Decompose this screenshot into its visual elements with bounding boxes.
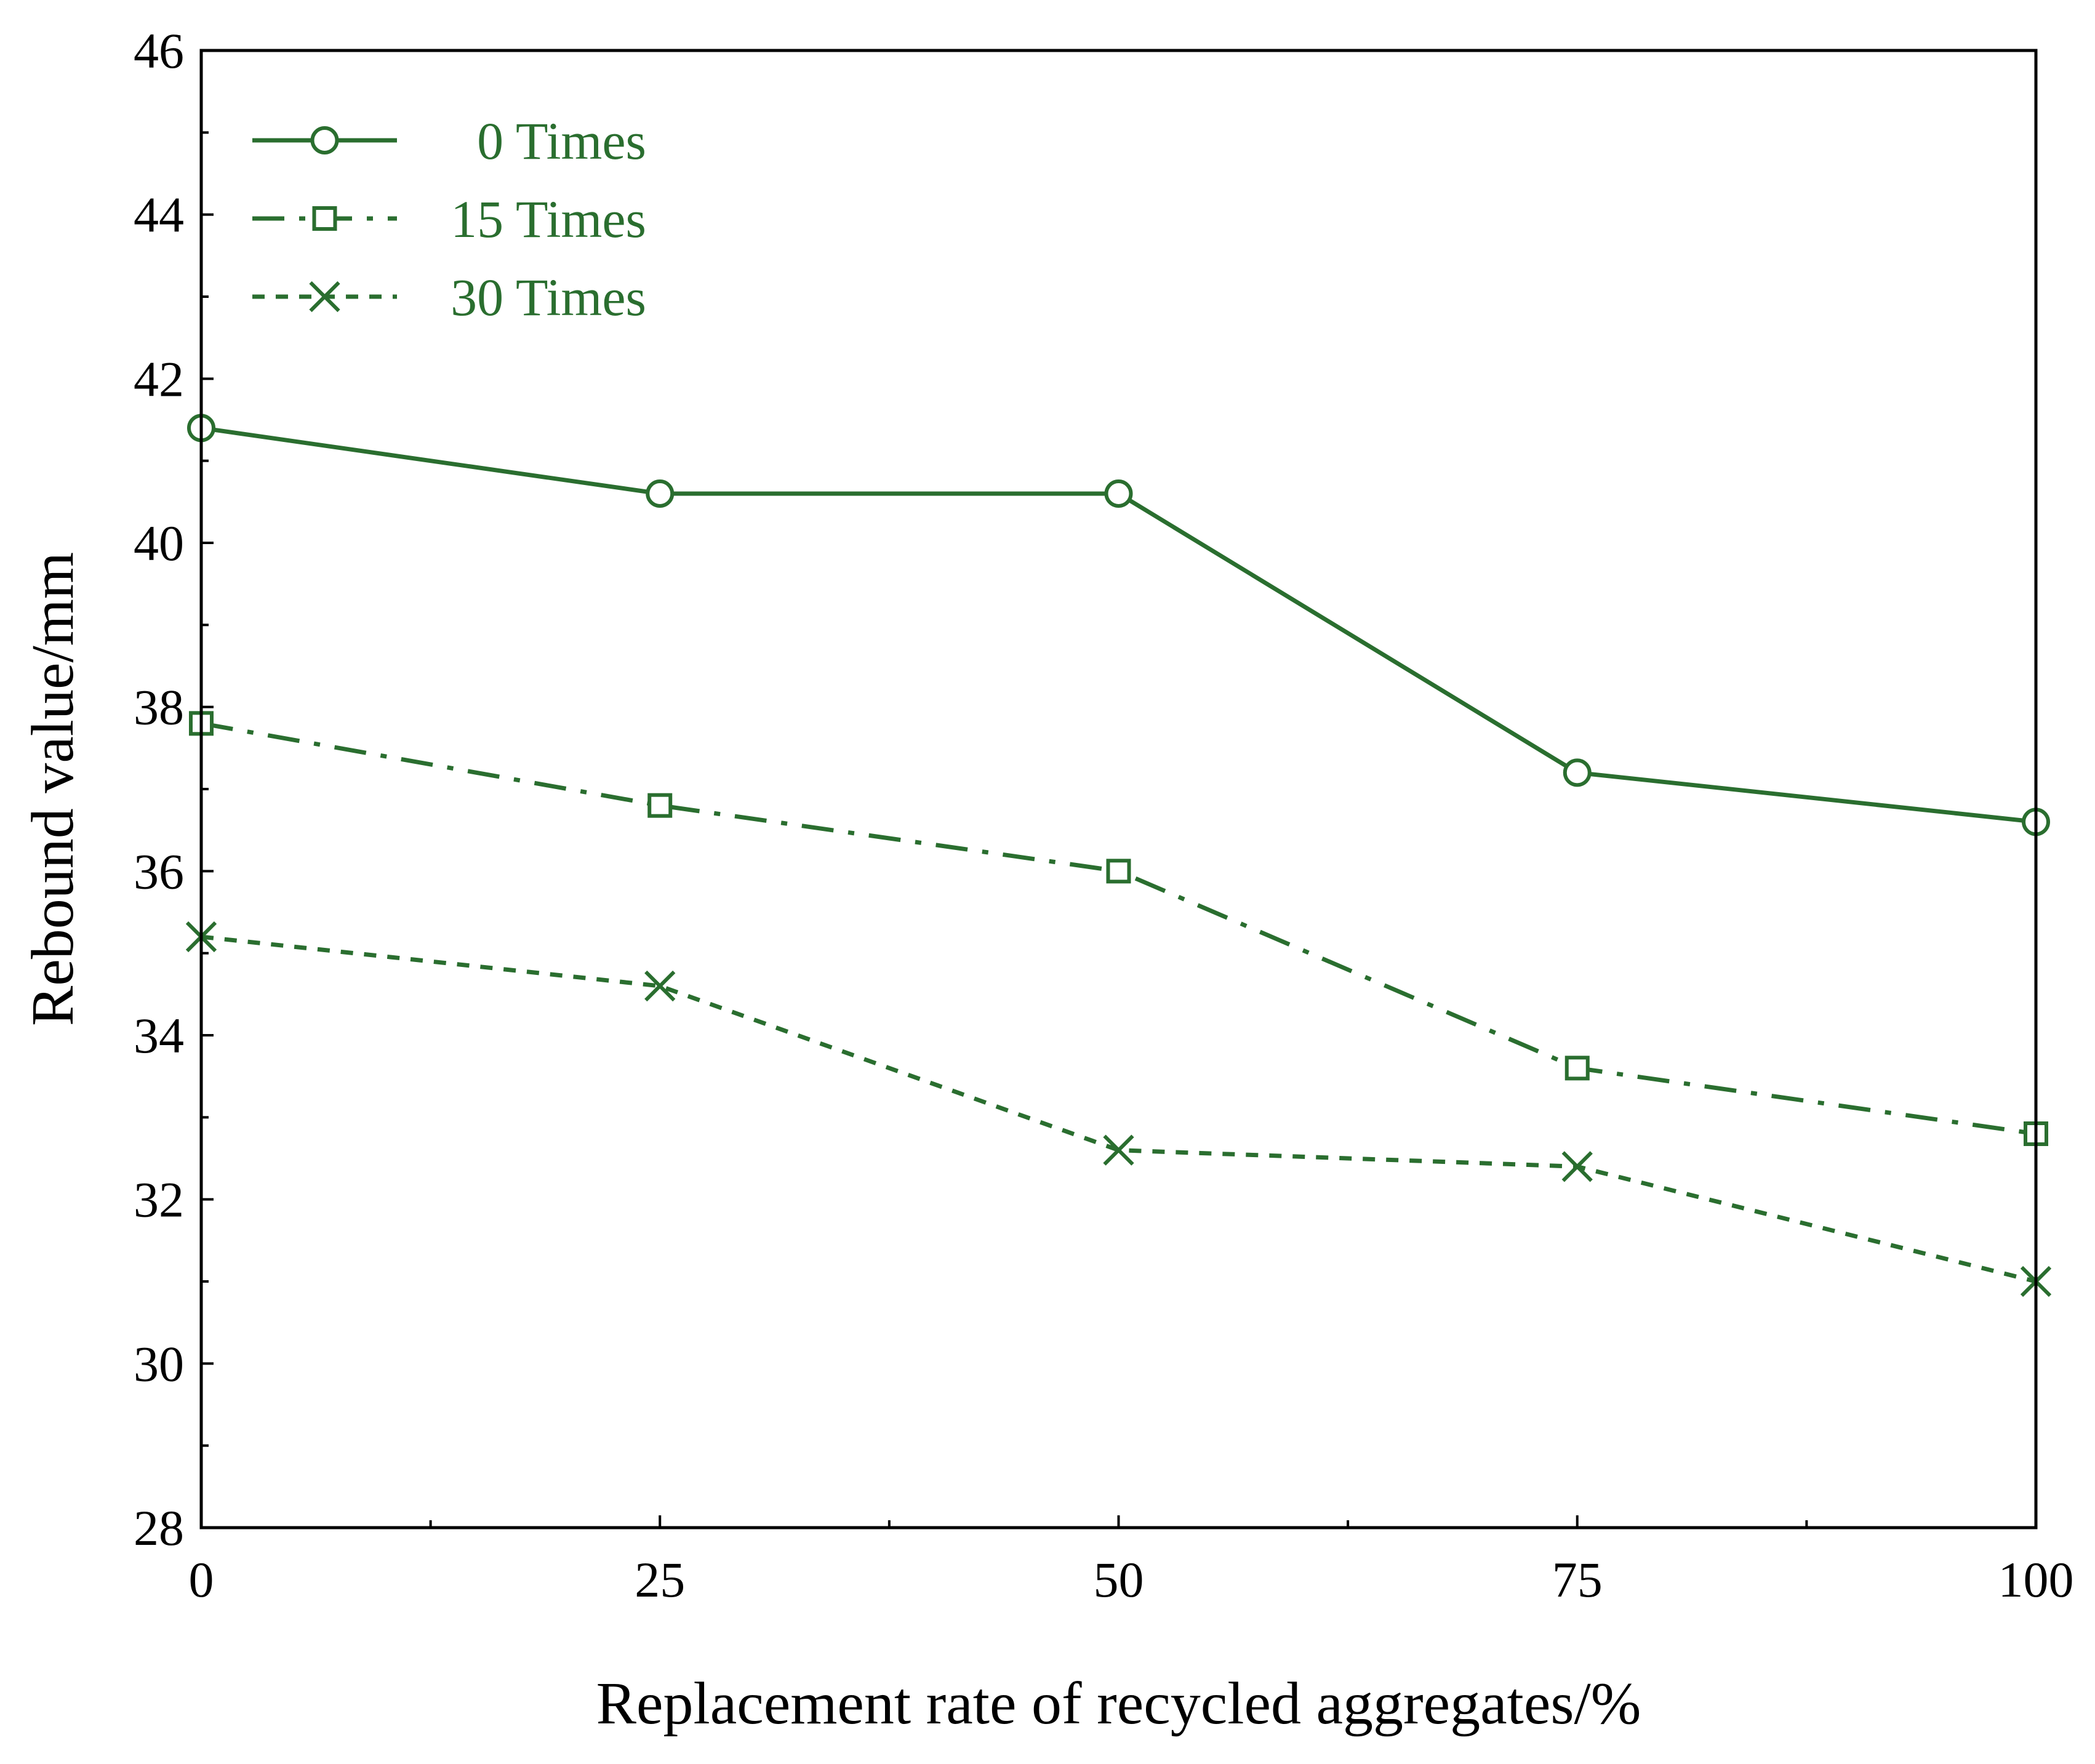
x-tick-label: 25 xyxy=(635,1552,685,1608)
y-tick-label: 32 xyxy=(134,1172,184,1228)
legend-marker-0-times xyxy=(310,126,339,154)
y-tick-label: 42 xyxy=(134,351,184,407)
data-point-30-times xyxy=(1103,1134,1134,1166)
data-point-15-times xyxy=(647,793,673,818)
y-axis-title: Rebound value/mm xyxy=(20,552,86,1026)
y-tick-label: 46 xyxy=(134,23,184,79)
data-point-30-times xyxy=(1561,1151,1593,1182)
data-point-0-times xyxy=(1104,479,1133,508)
y-tick-label: 28 xyxy=(134,1500,184,1556)
y-tick-label: 38 xyxy=(134,680,184,736)
y-tick-label: 40 xyxy=(134,515,184,571)
axis-ticks: 28 30 32 34 36 38 40 42 44 46 0 25 50 75 100 xyxy=(134,23,2074,1608)
data-point-15-times xyxy=(1564,1056,1590,1081)
legend-marker-15-times xyxy=(312,206,337,231)
x-tick-label: 75 xyxy=(1552,1552,1603,1608)
x-marker-stroke xyxy=(309,281,340,313)
legend: 0 Times 15 Times 30 Times xyxy=(252,111,646,327)
x-marker-stroke xyxy=(1561,1151,1593,1182)
series-line-15-times xyxy=(201,721,2037,1136)
x-marker-stroke xyxy=(644,970,676,1002)
series-line-30-times xyxy=(201,934,2037,1284)
plot-area xyxy=(185,414,2052,1297)
data-point-0-times xyxy=(646,479,675,508)
x-axis-title: Replacement rate of recycled aggregates/… xyxy=(596,1670,1641,1737)
x-tick-label: 50 xyxy=(1094,1552,1144,1608)
y-tick-label: 44 xyxy=(134,187,184,243)
data-point-30-times xyxy=(644,970,676,1002)
x-marker-stroke xyxy=(1103,1134,1134,1166)
y-tick-label: 36 xyxy=(134,843,184,899)
x-tick-label: 100 xyxy=(1998,1552,2074,1608)
data-point-0-times xyxy=(1563,758,1592,787)
y-tick-label: 34 xyxy=(134,1008,184,1064)
legend-label-15-times: 15 Times xyxy=(451,190,646,249)
legend-label-0-times: 0 Times xyxy=(477,111,646,170)
legend-marker-30-times xyxy=(309,281,340,313)
legend-label-30-times: 30 Times xyxy=(451,268,646,327)
y-tick-label: 30 xyxy=(134,1336,184,1392)
data-point-15-times xyxy=(1106,859,1131,884)
x-tick-label: 0 xyxy=(189,1552,214,1608)
